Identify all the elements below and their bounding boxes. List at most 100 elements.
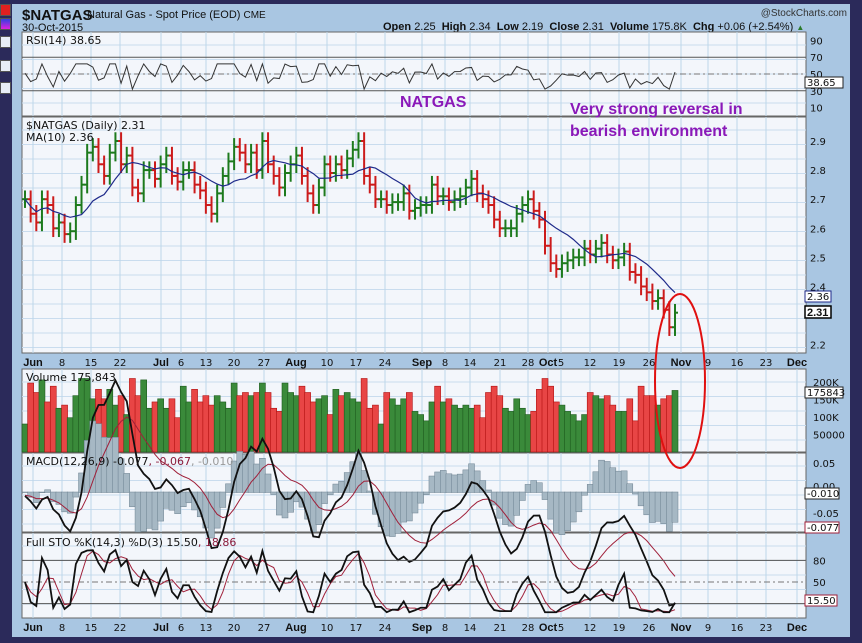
x-axis-label: 20 [228, 358, 241, 369]
x-axis-label: 24 [379, 623, 392, 634]
x-axis-label: 21 [494, 358, 507, 369]
volume-bar [55, 407, 63, 453]
macd-histogram-bar [637, 491, 645, 507]
x-axis-label: 23 [760, 358, 773, 369]
sto-value-tag [804, 594, 838, 607]
volume-bar [304, 392, 311, 453]
volume-bar [247, 395, 255, 453]
toolbar-point-icon[interactable] [0, 82, 11, 94]
toolbar-color-icon[interactable] [0, 4, 11, 16]
toolbar-zoom-icon[interactable] [0, 36, 11, 48]
volume-bar [38, 379, 46, 453]
x-axis-label: Jun [23, 622, 43, 634]
toolbar-line-icon[interactable] [0, 60, 11, 72]
volume-bar [485, 392, 492, 453]
volume-bar [473, 404, 481, 453]
volume-bar [366, 407, 374, 453]
x-axis-label: Dec [787, 357, 807, 369]
macd-histogram-bar [666, 491, 673, 532]
volume-bar [530, 411, 537, 453]
price-tick: 2.5 [810, 253, 826, 264]
macd-histogram-bar [620, 470, 628, 493]
x-axis-label: 10 [321, 623, 334, 634]
x-axis-label: 19 [613, 358, 626, 369]
x-axis-label: 28 [522, 358, 535, 369]
macd-histogram-bar [123, 473, 130, 493]
x-axis-label: Nov [671, 622, 693, 634]
volume-bar [264, 392, 272, 453]
macd-histogram-bar [259, 458, 266, 493]
volume-bar [626, 398, 634, 453]
macd-histogram-bar [146, 491, 153, 529]
x-axis-label: Sep [412, 357, 432, 369]
price-tick: 2.8 [810, 166, 826, 177]
annotation-circle [654, 293, 706, 469]
x-axis-label: 26 [643, 623, 656, 634]
macd-histogram-bar [513, 491, 520, 516]
volume-bar [581, 414, 588, 453]
volume-bar [196, 401, 204, 453]
x-axis-label: 13 [200, 358, 213, 369]
x-axis-label: 15 [85, 623, 98, 634]
macd-histogram-bar [208, 491, 215, 539]
x-axis-label: Aug [285, 622, 306, 634]
macd-signal-line [24, 416, 676, 577]
x-axis-label: Aug [285, 357, 306, 369]
macd-hist-tag [804, 487, 840, 500]
x-axis-label: 24 [379, 358, 392, 369]
volume-bar [338, 395, 345, 453]
macd-histogram-bar [626, 483, 634, 493]
volume-tick: 150K [813, 396, 839, 407]
volume-bar [355, 401, 362, 453]
macd-histogram-bar [180, 491, 187, 508]
ma-value: 2.36 [807, 292, 829, 303]
volume-bar [49, 385, 57, 453]
volume-bar [298, 385, 306, 453]
macd-histogram-bar [485, 489, 492, 493]
macd-histogram-bar [558, 491, 566, 535]
volume-bar [236, 395, 244, 453]
volume-bar [253, 392, 261, 453]
volume-bar [620, 411, 628, 453]
macd-histogram-bar [72, 491, 80, 498]
volume-bar [502, 407, 509, 453]
toolbar-palette-icon[interactable] [0, 18, 11, 30]
volume-bar [309, 401, 317, 453]
volume-bar [202, 395, 210, 453]
sto-tick: 50 [813, 578, 826, 589]
volume-bar [78, 378, 85, 453]
volume-bar [507, 411, 515, 453]
macd-histogram-bar [615, 470, 622, 493]
x-axis-label: 22 [114, 623, 127, 634]
volume-bar [151, 401, 159, 453]
macd-histogram-bar [270, 491, 277, 495]
macd-histogram-bar [163, 491, 170, 509]
volume-value: 175843 [807, 388, 845, 399]
volume-bar [372, 404, 379, 453]
volume-bar [185, 401, 193, 453]
macd-line [24, 378, 676, 607]
macd-histogram-bar [400, 491, 407, 523]
macd-value: -0.077 [807, 523, 839, 534]
x-axis-label: 27 [258, 623, 271, 634]
volume-bar [163, 407, 170, 453]
macd-histogram-bar [451, 474, 458, 493]
x-axis-label: 9 [705, 358, 711, 369]
sto-d-line [24, 550, 676, 613]
volume-bar [44, 401, 51, 453]
volume-bar [174, 417, 181, 453]
price-tick: 2.2 [810, 341, 826, 352]
volume-bar [569, 414, 577, 453]
volume-bar [462, 404, 470, 453]
macd-histogram-bar [225, 483, 232, 493]
volume-bar [349, 398, 357, 453]
volume-bar [66, 417, 74, 453]
volume-bar [321, 395, 328, 453]
x-axis-label: 22 [114, 358, 127, 369]
x-axis-label: 14 [464, 358, 477, 369]
macd-histogram-bar [321, 491, 328, 504]
volume-bar [649, 395, 656, 453]
volume-bar [519, 407, 526, 453]
close-value-tag [804, 305, 832, 319]
